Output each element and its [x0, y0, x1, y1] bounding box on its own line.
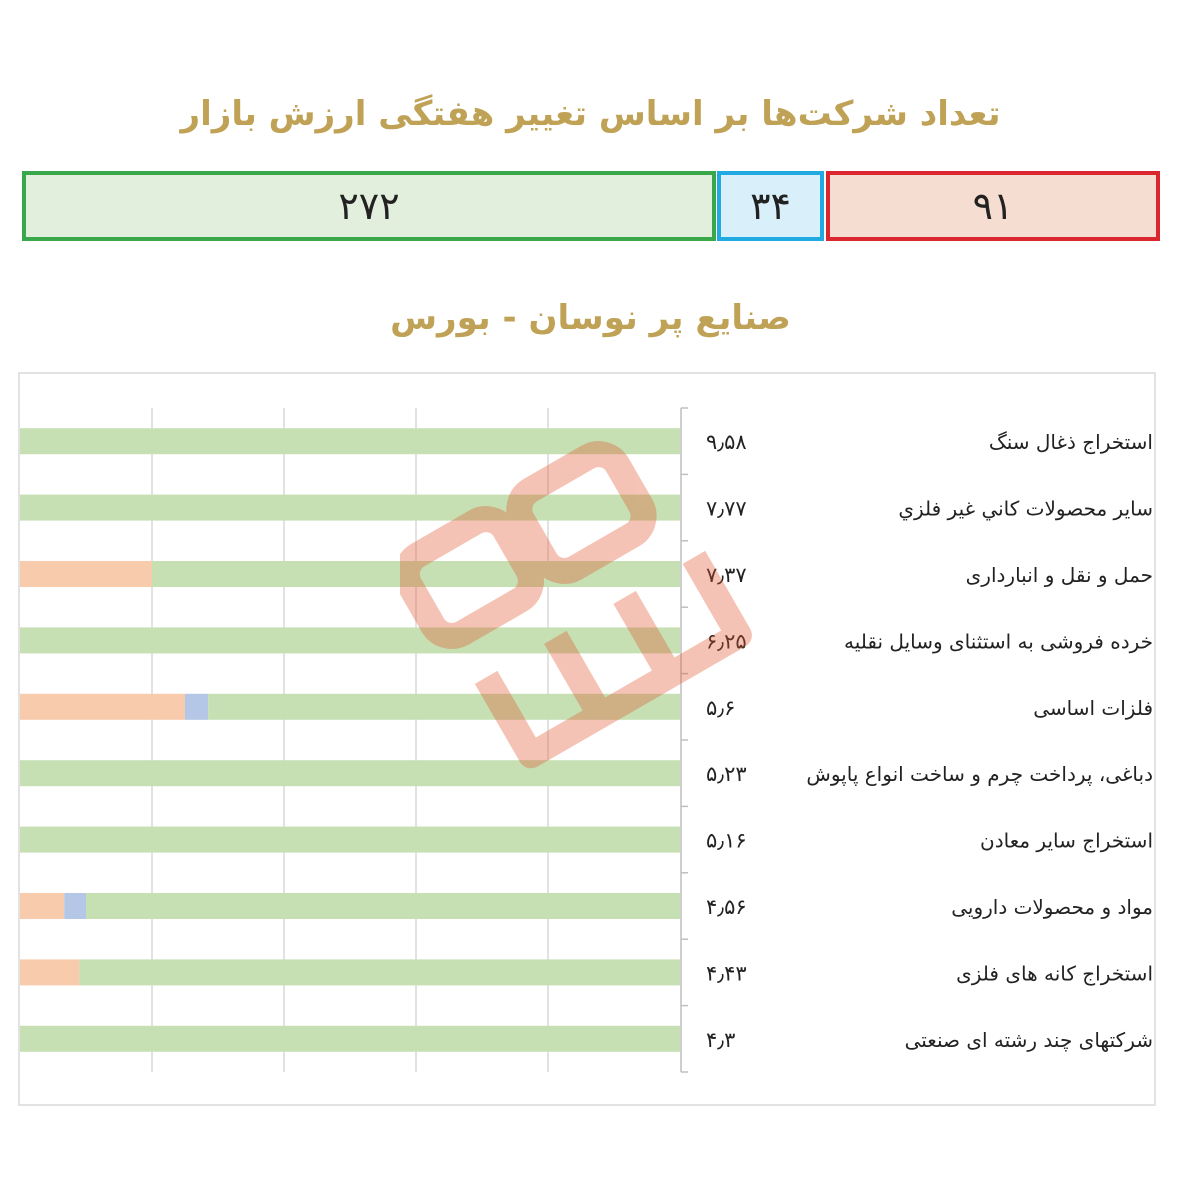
volatility-label: ۴٫۴۳ — [706, 961, 747, 985]
bar-negative — [20, 693, 185, 720]
bar-neutral — [185, 693, 209, 720]
bar-positive — [20, 494, 680, 521]
bar-positive — [20, 760, 680, 787]
bar-positive — [20, 428, 680, 455]
bar-positive — [20, 627, 680, 654]
negative-count: ۹۱ — [972, 184, 1014, 228]
bar-positive — [152, 561, 680, 587]
negative-count-box: ۹۱ — [826, 171, 1160, 241]
chart-title: صنایع پر نوسان - بورس — [390, 298, 791, 338]
volatility-label: ۴٫۵۶ — [706, 895, 747, 919]
category-label: استخراج کانه های فلزی — [956, 961, 1153, 985]
volatility-label: ۹٫۵۸ — [706, 430, 747, 454]
volatility-label: ۵٫۲۳ — [706, 762, 747, 786]
volatility-label: ۶٫۲۵ — [706, 629, 747, 653]
positive-count-box: ۲۷۲ — [22, 171, 716, 241]
category-label: استخراج ذغال سنگ — [989, 430, 1153, 454]
chart-frame: ۹٫۵۸ استخراج ذغال سنگ ۷٫۷۷ ساير محصولات كان… — [18, 372, 1156, 1106]
bar-neutral — [64, 893, 86, 919]
category-label: خرده فروشی به استثنای وسایل نقلیه — [844, 629, 1153, 653]
bar-positive — [20, 1025, 680, 1052]
bar-positive — [79, 959, 680, 986]
volatility-label: ۷٫۷۷ — [706, 497, 747, 521]
category-label: دباغی، پرداخت چرم و ساخت انواع پاپوش — [806, 762, 1153, 787]
category-label: استخراج سایر معادن — [980, 829, 1153, 853]
bar-positive — [20, 826, 680, 853]
volatility-label: ۵٫۶ — [706, 696, 735, 720]
bar-negative — [20, 893, 65, 919]
bar-negative — [20, 561, 152, 587]
bar-positive — [86, 893, 680, 919]
category-label: مواد و محصولات دارویی — [951, 895, 1153, 919]
positive-count: ۲۷۲ — [338, 184, 400, 228]
industry-bar-chart: ۹٫۵۸ استخراج ذغال سنگ ۷٫۷۷ ساير محصولات كان… — [20, 407, 1153, 1073]
main-title: تعداد شرکت‌ها بر اساس تغییر هفتگی ارزش ب… — [180, 94, 1001, 134]
volatility-label: ۵٫۱۶ — [706, 829, 747, 853]
category-label: حمل و نقل و انبارداری — [966, 563, 1153, 587]
bar-positive — [208, 693, 680, 720]
neutral-count-box: ۳۴ — [717, 171, 824, 241]
volatility-label: ۷٫۳۷ — [706, 563, 747, 587]
neutral-count: ۳۴ — [750, 184, 791, 228]
category-label: ساير محصولات كاني غير فلزي — [898, 497, 1153, 522]
bar-negative — [20, 959, 80, 986]
volatility-label: ۴٫۳ — [706, 1028, 735, 1052]
category-label: فلزات اساسی — [1033, 696, 1153, 720]
category-label: شرکتهای چند رشته ای صنعتی — [905, 1028, 1153, 1052]
